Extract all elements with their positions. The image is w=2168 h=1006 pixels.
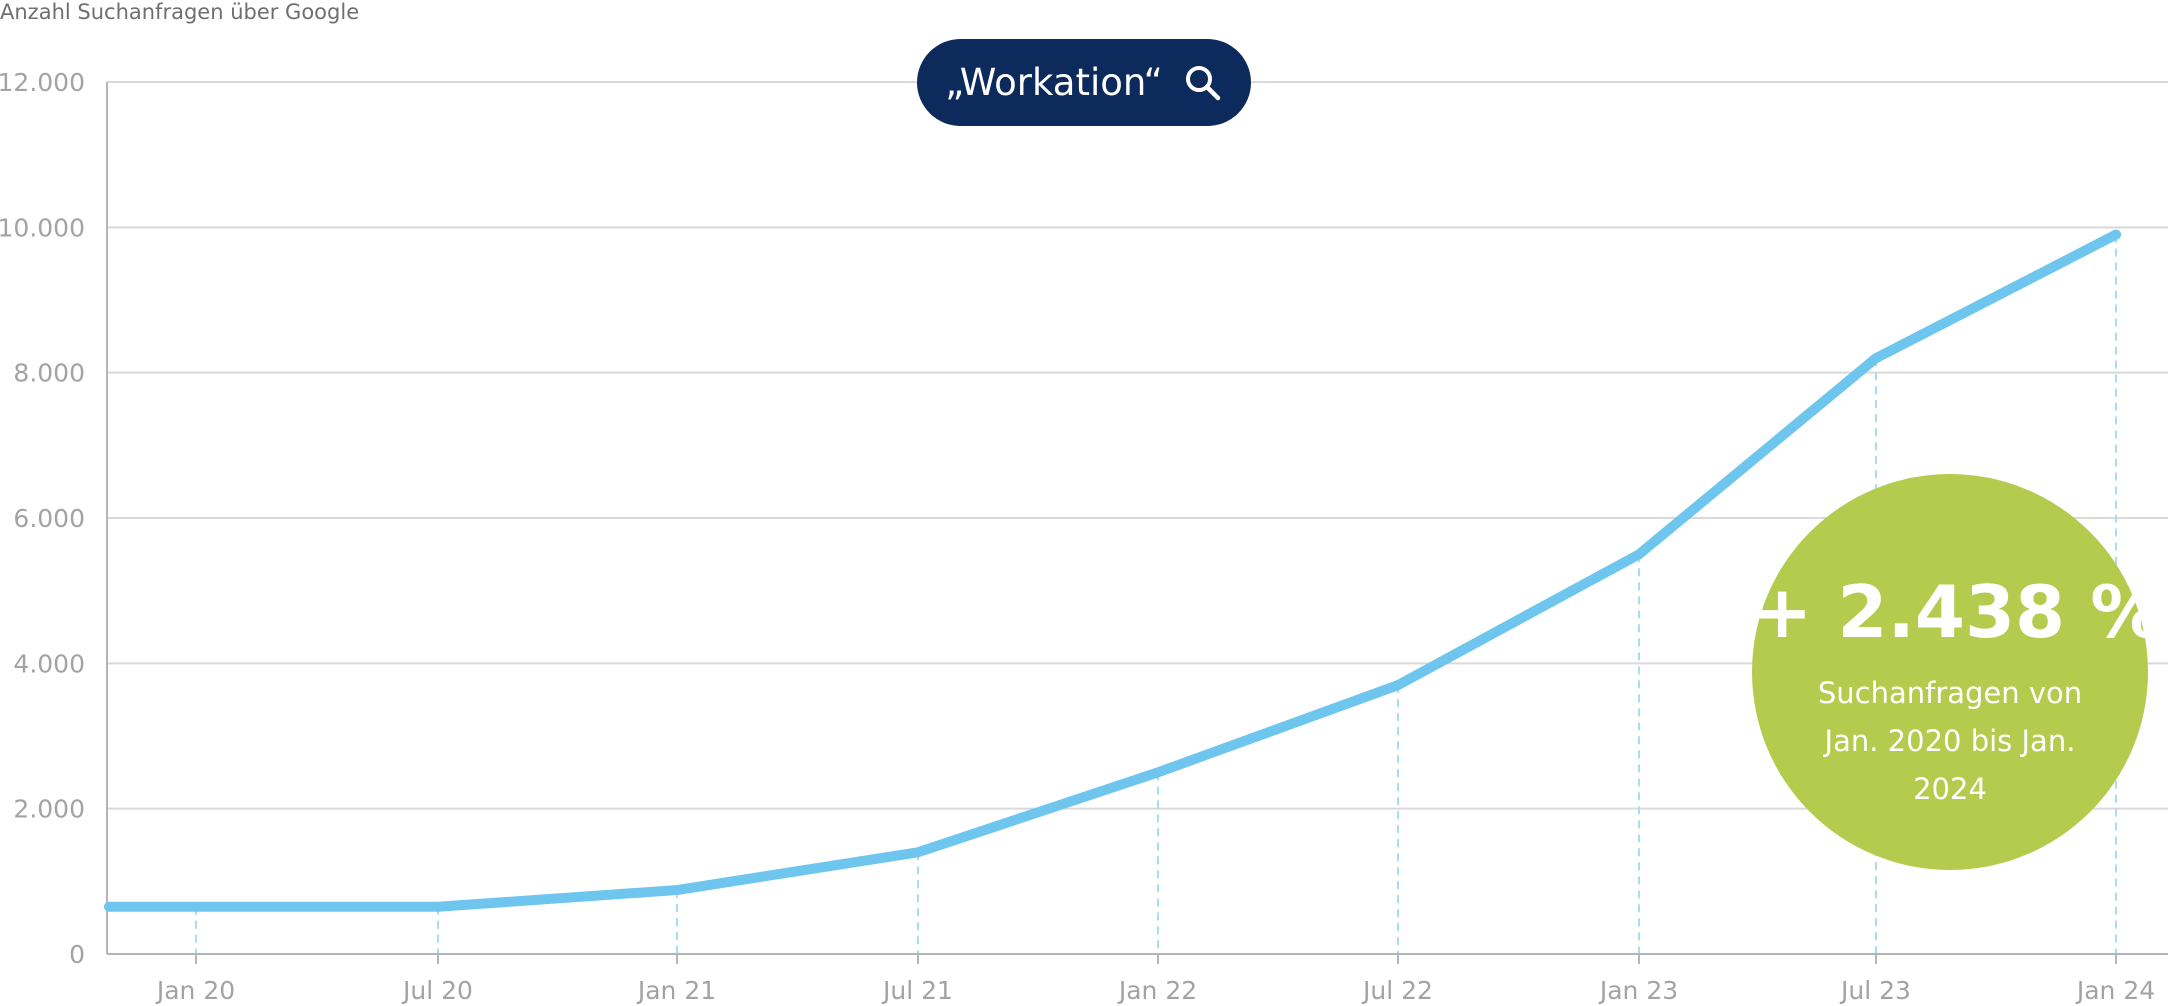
x-tick-label: Jan 21	[636, 976, 716, 1005]
data-point	[913, 847, 923, 858]
search-icon	[1183, 63, 1223, 103]
y-tick-label: 10.000	[0, 213, 85, 242]
x-tick-label: Jan 22	[1117, 976, 1197, 1005]
data-point	[433, 901, 443, 912]
data-point	[2111, 229, 2121, 240]
y-tick-label: 6.000	[13, 504, 85, 533]
x-tick-label: Jul 20	[401, 976, 473, 1005]
growth-badge: + 2.438 % Suchanfragen von Jan. 2020 bis…	[1752, 474, 2163, 870]
search-term-pill: „Workation“	[917, 39, 1251, 126]
y-tick-label: 2.000	[13, 795, 85, 824]
x-tick-label: Jul 21	[881, 976, 953, 1005]
y-tick-label: 8.000	[13, 359, 85, 388]
x-tick-label: Jan 23	[1598, 976, 1678, 1005]
y-tick-label: 0	[69, 940, 85, 969]
x-tick-label: Jan 24	[2075, 976, 2155, 1005]
growth-value: + 2.438 %	[1752, 570, 2163, 654]
data-point	[1153, 767, 1163, 778]
data-point	[104, 901, 114, 912]
y-tick-label: 12.000	[0, 68, 85, 97]
x-tick-labels: Jan 20 Jul 20 Jan 21 Jul 21 Jan 22 Jul 22 Jan …	[155, 976, 2155, 1005]
chart-subtitle: Anzahl Suchanfragen über Google	[0, 0, 360, 24]
y-tick-labels: 0 2.000 4.000 6.000 8.000 10.000 12.000	[0, 68, 85, 969]
x-tick-label: Jul 22	[1361, 976, 1433, 1005]
axes	[106, 82, 2168, 955]
search-term-label: „Workation“	[945, 61, 1163, 104]
x-tick-label: Jul 23	[1839, 976, 1911, 1005]
data-point	[672, 885, 682, 896]
data-point	[1634, 549, 1644, 560]
data-point	[1393, 680, 1403, 691]
series-layer	[104, 229, 2121, 912]
data-point	[1871, 353, 1881, 364]
y-tick-label: 4.000	[13, 649, 85, 678]
x-tick-label: Jan 20	[155, 976, 235, 1005]
growth-caption: Suchanfragen von Jan. 2020 bis Jan. 2024	[1817, 676, 2083, 806]
